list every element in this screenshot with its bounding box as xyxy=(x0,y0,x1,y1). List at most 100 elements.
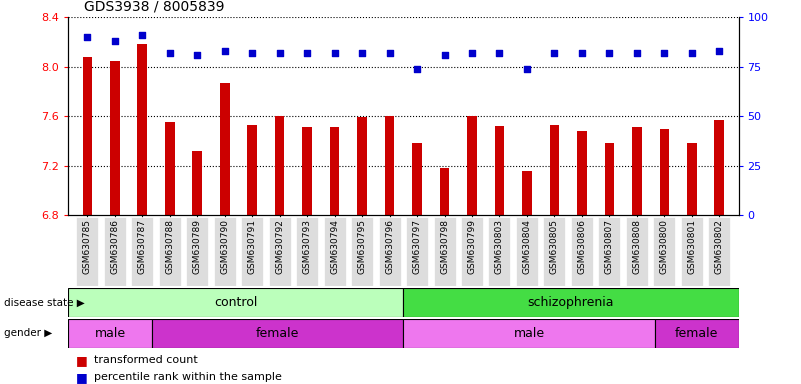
Text: GSM630787: GSM630787 xyxy=(138,219,147,274)
Text: GSM630804: GSM630804 xyxy=(522,219,531,274)
FancyBboxPatch shape xyxy=(598,217,620,286)
FancyBboxPatch shape xyxy=(403,319,654,348)
Bar xyxy=(248,125,257,215)
FancyBboxPatch shape xyxy=(626,217,648,286)
Text: ■: ■ xyxy=(76,371,88,384)
Bar xyxy=(330,127,340,215)
FancyBboxPatch shape xyxy=(379,217,400,286)
Bar xyxy=(467,116,477,215)
Text: female: female xyxy=(675,327,718,339)
Bar xyxy=(192,151,202,215)
Point xyxy=(246,50,259,56)
Bar xyxy=(110,61,119,215)
Bar xyxy=(302,127,312,215)
Bar xyxy=(165,122,175,215)
Text: gender ▶: gender ▶ xyxy=(4,328,52,338)
Text: GSM630792: GSM630792 xyxy=(276,219,284,274)
FancyBboxPatch shape xyxy=(104,217,126,286)
Point xyxy=(81,34,94,40)
Text: GSM630795: GSM630795 xyxy=(357,219,367,274)
Text: schizophrenia: schizophrenia xyxy=(528,296,614,309)
Bar xyxy=(549,125,559,215)
Point xyxy=(191,52,203,58)
FancyBboxPatch shape xyxy=(68,319,152,348)
FancyBboxPatch shape xyxy=(159,217,181,286)
FancyBboxPatch shape xyxy=(68,288,403,317)
Text: male: male xyxy=(513,327,545,339)
FancyBboxPatch shape xyxy=(489,217,510,286)
Text: transformed count: transformed count xyxy=(94,355,198,365)
Point xyxy=(686,50,698,56)
Point xyxy=(163,50,176,56)
Point xyxy=(493,50,506,56)
Text: percentile rank within the sample: percentile rank within the sample xyxy=(94,372,282,382)
Text: GSM630807: GSM630807 xyxy=(605,219,614,274)
Point xyxy=(603,50,616,56)
Text: GSM630790: GSM630790 xyxy=(220,219,229,274)
FancyBboxPatch shape xyxy=(571,217,593,286)
Text: GSM630793: GSM630793 xyxy=(303,219,312,274)
FancyBboxPatch shape xyxy=(296,217,318,286)
Text: control: control xyxy=(214,296,257,309)
Bar xyxy=(413,143,422,215)
FancyBboxPatch shape xyxy=(654,319,739,348)
Point xyxy=(575,50,588,56)
Point xyxy=(383,50,396,56)
Bar xyxy=(714,120,724,215)
Bar xyxy=(384,116,394,215)
Text: GSM630788: GSM630788 xyxy=(165,219,175,274)
Bar xyxy=(632,127,642,215)
Text: GSM630796: GSM630796 xyxy=(385,219,394,274)
Text: GSM630798: GSM630798 xyxy=(440,219,449,274)
Point xyxy=(328,50,341,56)
Point xyxy=(630,50,643,56)
FancyBboxPatch shape xyxy=(76,217,99,286)
Text: GSM630802: GSM630802 xyxy=(714,219,724,274)
FancyBboxPatch shape xyxy=(654,217,675,286)
Text: GDS3938 / 8005839: GDS3938 / 8005839 xyxy=(84,0,224,13)
Text: male: male xyxy=(95,327,126,339)
Bar xyxy=(687,143,697,215)
Point xyxy=(548,50,561,56)
FancyBboxPatch shape xyxy=(324,217,345,286)
Bar xyxy=(275,116,284,215)
Point xyxy=(465,50,478,56)
Text: GSM630808: GSM630808 xyxy=(632,219,642,274)
Point xyxy=(219,48,231,54)
Point xyxy=(273,50,286,56)
Point xyxy=(438,52,451,58)
Bar xyxy=(495,126,505,215)
Text: GSM630791: GSM630791 xyxy=(248,219,256,274)
Point xyxy=(713,48,726,54)
FancyBboxPatch shape xyxy=(516,217,538,286)
Bar xyxy=(659,129,669,215)
Text: GSM630794: GSM630794 xyxy=(330,219,339,274)
Point xyxy=(300,50,313,56)
Text: disease state ▶: disease state ▶ xyxy=(4,297,85,308)
Bar xyxy=(357,118,367,215)
Bar xyxy=(577,131,586,215)
Point xyxy=(356,50,368,56)
Text: GSM630789: GSM630789 xyxy=(193,219,202,274)
Point xyxy=(136,32,149,38)
Text: GSM630785: GSM630785 xyxy=(83,219,92,274)
Text: GSM630801: GSM630801 xyxy=(687,219,696,274)
FancyBboxPatch shape xyxy=(351,217,373,286)
FancyBboxPatch shape xyxy=(708,217,731,286)
FancyBboxPatch shape xyxy=(131,217,153,286)
FancyBboxPatch shape xyxy=(214,217,235,286)
Text: GSM630805: GSM630805 xyxy=(550,219,559,274)
FancyBboxPatch shape xyxy=(433,217,456,286)
Text: GSM630799: GSM630799 xyxy=(468,219,477,274)
FancyBboxPatch shape xyxy=(543,217,566,286)
FancyBboxPatch shape xyxy=(406,217,428,286)
Text: GSM630800: GSM630800 xyxy=(660,219,669,274)
Text: ■: ■ xyxy=(76,354,88,367)
FancyBboxPatch shape xyxy=(681,217,702,286)
Point xyxy=(108,38,121,44)
Text: GSM630803: GSM630803 xyxy=(495,219,504,274)
Text: GSM630797: GSM630797 xyxy=(413,219,421,274)
FancyBboxPatch shape xyxy=(403,288,739,317)
Text: GSM630786: GSM630786 xyxy=(111,219,119,274)
Text: female: female xyxy=(256,327,300,339)
